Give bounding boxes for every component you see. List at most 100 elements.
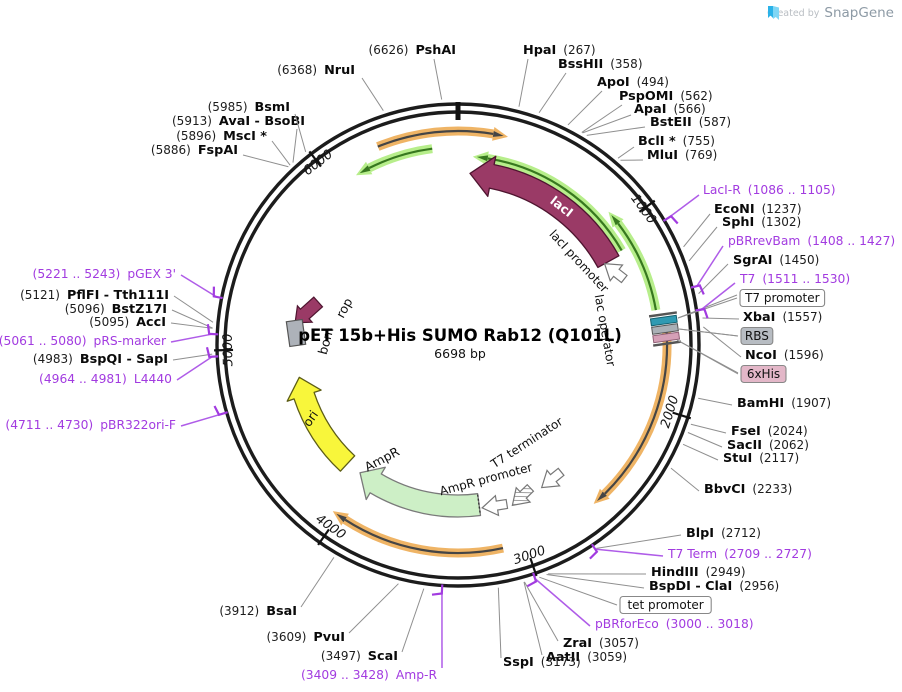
site-label-pbrrevbam[interactable]: pBRrevBam (1408 .. 1427) — [728, 234, 895, 248]
stack-rbs[interactable] — [651, 323, 679, 335]
site-label-bspqi-sapi[interactable]: (4983) BspQI - SapI — [33, 352, 168, 367]
leader-nrui — [361, 77, 384, 111]
stack-bar-bottom — [653, 340, 682, 347]
stack-lac-operator[interactable] — [649, 314, 678, 327]
leader-stui — [682, 443, 719, 461]
primer-mark-t7[interactable] — [695, 307, 709, 319]
site-label-pbr322ori-f[interactable]: (4711 .. 4730) pBR322ori-F — [5, 418, 176, 432]
site-label-prs-marker[interactable]: (5061 .. 5080) pRS-marker — [0, 334, 167, 348]
feature-box-t7-promoter[interactable]: T7 promoter — [739, 288, 826, 308]
leader-fspai — [242, 154, 289, 168]
T7-terminator-hatched-arrow[interactable] — [505, 481, 537, 513]
orf-arc-orf-green-mid[interactable] — [608, 211, 661, 311]
site-label-pvui[interactable]: (3609) PvuI — [267, 630, 346, 645]
rop-label[interactable]: rop — [333, 295, 356, 320]
site-label-hindiii[interactable]: HindIII (2949) — [651, 565, 746, 580]
primer-mark-pbr322ori-f[interactable] — [213, 405, 228, 417]
site-label-ncoi[interactable]: NcoI (1596) — [745, 348, 824, 363]
orf-arc-orf-right[interactable] — [593, 328, 672, 504]
site-label-l4440[interactable]: (4964 .. 4981) L4440 — [39, 372, 172, 386]
lacI-promoter-arrow[interactable] — [598, 256, 630, 287]
T7-terminator-arrow[interactable] — [535, 464, 567, 495]
site-label-apoi[interactable]: ApoI (494) — [597, 75, 669, 90]
site-label-bbvci[interactable]: BbvCI (2233) — [704, 482, 792, 497]
site-label-bsshii[interactable]: BssHII (358) — [558, 57, 643, 72]
site-label-avai-bsobi[interactable]: (5913) AvaI - BsoBI — [172, 114, 305, 129]
site-label-bstz17i[interactable]: (5096) BstZ17I — [65, 302, 167, 317]
leader-fsei — [690, 423, 727, 434]
site-label-sphi[interactable]: SphI (1302) — [722, 215, 801, 230]
feature-rop[interactable] — [288, 294, 326, 331]
site-label-aatii[interactable]: AatII (3059) — [546, 650, 627, 665]
site-label-amp-r[interactable]: (3409 .. 3428) Amp-R — [301, 668, 437, 682]
site-label-pshai[interactable]: (6626) PshAI — [369, 43, 456, 58]
site-label-zrai[interactable]: ZraI (3057) — [563, 636, 639, 651]
primer-mark-prs-marker[interactable] — [206, 324, 219, 336]
leader-msci — [271, 140, 291, 166]
site-label-sacii[interactable]: SacII (2062) — [727, 438, 809, 453]
site-label-pbrforeco[interactable]: pBRforEco (3000 .. 3018) — [595, 617, 754, 631]
scale-tick-4000 — [317, 528, 330, 546]
primer-mark-l4440[interactable] — [205, 347, 219, 358]
feature-AmpR[interactable] — [359, 466, 482, 518]
orf-arc-orf-green-right[interactable] — [472, 151, 626, 253]
feature-lacI[interactable] — [469, 155, 620, 269]
site-label-sspi[interactable]: SspI (3173) — [503, 655, 581, 670]
site-label-stui[interactable]: StuI (2117) — [723, 451, 799, 466]
scale-label-3000: 3000 — [511, 543, 547, 568]
site-label-pflfi-tth111i[interactable]: (5121) PflFI - Tth111I — [20, 288, 169, 303]
site-label-bsai[interactable]: (3912) BsaI — [219, 604, 297, 619]
bom-label[interactable]: bom — [315, 325, 337, 356]
site-label-pgex-3[interactable]: (5221 .. 5243) pGEX 3' — [33, 267, 176, 281]
primer-mark-amp-r[interactable] — [431, 584, 444, 596]
primer-mark-pgex-3[interactable] — [212, 286, 223, 300]
primer-mark-pbrrevbam[interactable] — [690, 284, 705, 295]
primer-mark-t7-term[interactable] — [589, 543, 599, 560]
site-label-pspomi[interactable]: PspOMI (562) — [619, 89, 713, 104]
site-label-t7[interactable]: T7 (1511 .. 1530) — [739, 272, 850, 286]
stack-6xhis[interactable] — [652, 331, 681, 344]
feature-ori[interactable] — [286, 376, 356, 472]
site-label-sgrai[interactable]: SgrAI (1450) — [733, 253, 819, 268]
leader-apai — [582, 114, 632, 134]
feature-box-tet-promoter[interactable]: tet promoter — [619, 595, 712, 615]
site-label-acci[interactable]: (5095) AccI — [89, 315, 166, 330]
site-label-laci-r[interactable]: LacI-R (1086 .. 1105) — [703, 183, 836, 197]
site-label-bsteii[interactable]: BstEII (587) — [650, 115, 731, 130]
site-label-xbai[interactable]: XbaI (1557) — [743, 310, 822, 325]
site-label-bamhi[interactable]: BamHI (1907) — [737, 396, 831, 411]
site-label-t7-term[interactable]: T7 Term (2709 .. 2727) — [667, 547, 812, 561]
site-label-apai[interactable]: ApaI (566) — [634, 102, 706, 117]
primer-mark-laci-r[interactable] — [662, 214, 679, 225]
mcs-feature-stack[interactable] — [648, 311, 682, 347]
site-label-econi[interactable]: EcoNI (1237) — [714, 202, 802, 217]
orf-bottom-head-inner — [336, 513, 347, 523]
feature-box-rbs[interactable]: RBS — [740, 326, 774, 346]
orf-arc-orf-bottom[interactable] — [332, 511, 504, 558]
site-label-blpi[interactable]: BlpI (2712) — [686, 526, 761, 541]
site-label-msci[interactable]: (5896) MscI * — [176, 129, 267, 144]
site-label-fspai[interactable]: (5886) FspAI — [151, 143, 238, 158]
site-label-bcli[interactable]: BclI * (755) — [638, 134, 715, 149]
leader-pbrrevbam — [696, 245, 724, 287]
orf-arc-orf-top[interactable] — [376, 126, 508, 151]
orf-arc-orf-green-top[interactable] — [356, 144, 433, 176]
site-label-nrui[interactable]: (6368) NruI — [277, 63, 355, 78]
feature-bom[interactable] — [285, 318, 307, 348]
leader-pbr322ori-f — [180, 413, 223, 427]
primer-mark-pbrforeco[interactable] — [526, 572, 538, 588]
site-label-bspdi-clai[interactable]: BspDI - ClaI (2956) — [649, 579, 779, 594]
site-label-hpai[interactable]: HpaI (267) — [523, 43, 596, 58]
leader-rbs — [678, 328, 739, 337]
AmpR-promoter-arrow[interactable] — [481, 494, 509, 518]
leader-bstz17i — [171, 309, 213, 329]
site-label-mlui[interactable]: MluI (769) — [647, 148, 717, 163]
orf-top-band — [376, 126, 495, 151]
site-label-bsmi[interactable]: (5985) BsmI — [208, 100, 290, 115]
plasmid-length: 6698 bp — [434, 346, 486, 361]
site-label-scai[interactable]: (3497) ScaI — [321, 649, 398, 664]
feature-box-6xhis[interactable]: 6xHis — [740, 364, 787, 384]
site-label-fsei[interactable]: FseI (2024) — [731, 424, 808, 439]
leader-bsshii — [538, 72, 567, 114]
